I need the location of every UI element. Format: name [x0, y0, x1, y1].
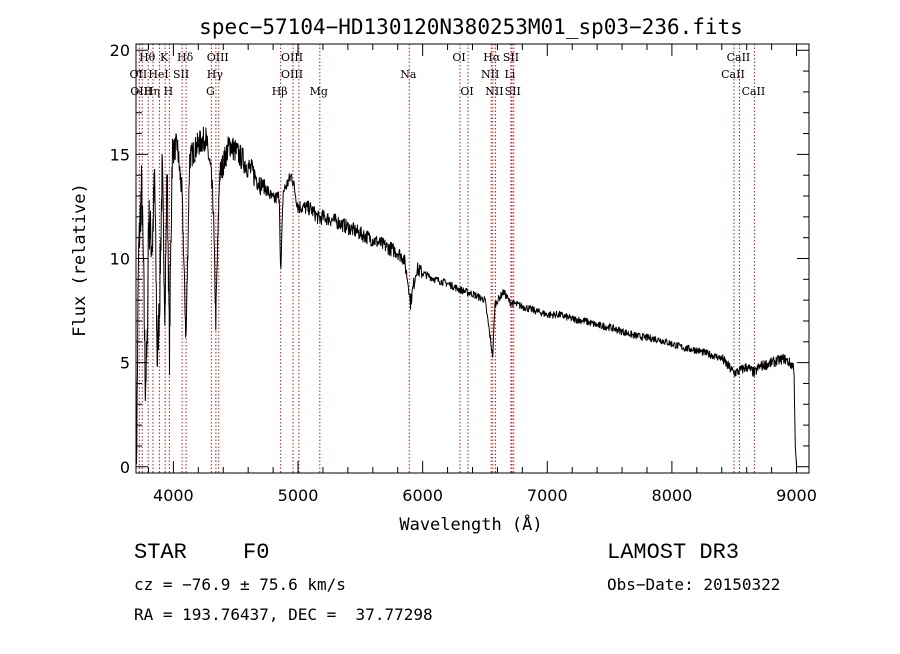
x-tick-label: 4000	[153, 486, 194, 505]
line-label: OIII	[281, 51, 303, 64]
line-label: Mg	[310, 85, 328, 98]
line-label: Li	[504, 68, 515, 81]
spectral-subclass: F0	[243, 540, 270, 565]
line-label: Na	[400, 68, 417, 81]
spectral-line-markers	[138, 44, 755, 473]
line-label: Hδ	[177, 51, 194, 64]
line-label: OIII	[207, 51, 229, 64]
y-tick-label: 15	[110, 145, 130, 164]
y-tick-label: 0	[120, 458, 130, 477]
line-label: SII	[505, 85, 521, 98]
survey-label: LAMOST DR3	[607, 540, 740, 565]
axes: 4000 5000 6000 7000 8000 9000 0 5 10 15 20	[110, 41, 817, 505]
y-tick-label: 20	[110, 41, 130, 60]
y-tick-label: 10	[110, 250, 130, 269]
line-label: Hγ	[207, 68, 224, 81]
line-label: H	[164, 85, 174, 98]
object-class: STAR	[134, 540, 187, 565]
line-label: OI	[460, 85, 473, 98]
plot-frame	[135, 43, 810, 474]
line-label: Hη	[144, 85, 160, 98]
line-label: OII	[130, 68, 148, 81]
line-label: HeI	[148, 68, 168, 81]
x-tick-label: 8000	[652, 486, 693, 505]
line-label: SII	[503, 51, 519, 64]
x-tick-label: 6000	[402, 486, 443, 505]
y-tick-label: 5	[120, 354, 130, 373]
line-label: NII	[481, 68, 499, 81]
line-label: OIII	[281, 68, 303, 81]
spectrum-line	[135, 126, 797, 465]
line-label: Hα	[483, 51, 501, 64]
line-label: G	[206, 85, 215, 98]
x-tick-label: 9000	[776, 486, 817, 505]
line-label: CaII	[742, 85, 766, 98]
line-label: CaII	[727, 51, 751, 64]
line-label: SII	[173, 68, 189, 81]
observation-date: Obs−Date: 20150322	[607, 575, 781, 594]
chart-title: spec−57104−HD130120N380253M01_sp03−236.f…	[199, 15, 743, 39]
line-label: CaII	[721, 68, 745, 81]
x-tick-label: 7000	[527, 486, 568, 505]
line-label: Hθ	[139, 51, 156, 64]
redshift-velocity: cz = −76.9 ± 75.6 km/s	[134, 575, 346, 594]
line-label: K	[160, 51, 169, 64]
line-label: Hβ	[272, 85, 288, 98]
y-axis-label: Flux (relative)	[70, 183, 90, 337]
x-axis-label: Wavelength (Å)	[399, 513, 542, 535]
x-tick-label: 5000	[278, 486, 319, 505]
coordinates: RA = 193.76437, DEC = 37.77298	[134, 605, 433, 624]
line-label: NII	[485, 85, 503, 98]
line-label: OI	[452, 51, 465, 64]
